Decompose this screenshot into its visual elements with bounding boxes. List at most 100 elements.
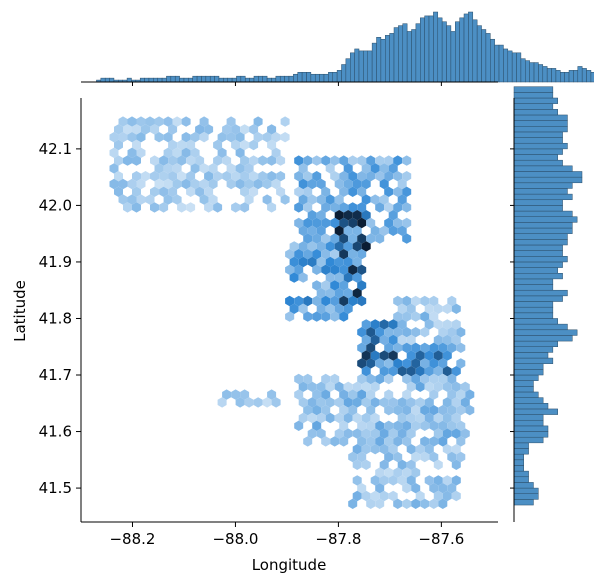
hexbin-cell [402,295,412,307]
hexbin-cell [438,483,448,494]
hexbin-cell [168,139,178,151]
x-marginal-bar [441,21,447,83]
hexbin-cell [384,405,394,416]
hexbin-cell [321,233,331,244]
hexbin-cell [334,256,344,268]
y-marginal-bar [513,86,554,93]
hexbin-cell [294,217,304,229]
x-marginal-bar [516,52,522,83]
hexbin-cell [267,389,277,400]
hexbin-cell [348,233,358,244]
hexbin-cell [123,155,132,166]
hexbin-cell [393,420,403,431]
hexbin-cell [132,186,141,197]
hexbin-cell [442,350,452,361]
x-marginal-bar [170,75,176,83]
hexbin-cell [456,436,466,447]
x-marginal-bar [109,77,115,83]
hexbin-cell [330,217,340,229]
y-marginal-bar [513,380,534,387]
hexbin-cell [384,451,394,463]
hexbin-cell [456,342,466,353]
x-marginal-bar [389,33,395,83]
hexbin-cell [411,295,421,307]
hexbin-cell [330,155,340,166]
hexbin-cell [370,490,380,502]
y-marginal-bar [513,97,558,104]
hexbin-cell [357,436,367,447]
hexbin-cell [325,397,335,408]
hexbin-cell [366,436,376,447]
hexbin-cell [343,210,353,221]
hexbin-cell [285,311,295,322]
hexbin-cell [451,490,461,502]
hexbin-cell [442,428,452,439]
hexbin-cell [348,389,358,400]
hexbin-cell [150,202,160,213]
hexbin-cell [366,373,376,385]
x-marginal-bar [393,27,399,83]
hexbin-cell [294,155,304,166]
x-marginal-bar [446,25,452,83]
hexbin-cell [388,319,398,330]
x-marginal-bar [271,77,277,83]
hexbin-cell [226,163,236,174]
hexbin-cell [240,186,250,197]
hexbin-cell [330,249,340,260]
hexbin-cell [442,303,452,314]
hexbin-cell [267,139,277,151]
x-marginal-bar [345,58,351,83]
hexbin-cell [339,420,349,431]
hexbin-cell [339,155,349,166]
hexbin-cell [294,171,304,182]
hexbin-cell [424,444,434,455]
x-marginal-bar [157,77,163,83]
hexbin-cell [127,132,137,143]
x-marginal-bar [503,48,509,83]
x-marginal-bar [560,72,565,83]
hexbin-cell [447,327,457,338]
hexbin-cell [393,498,403,509]
hexbin-cell [253,397,263,408]
hexbin-cell [420,405,430,416]
hexbin-cell [357,155,367,166]
hexbin-cell [276,171,286,182]
hexbin-cell [163,147,173,158]
hexbin-cell [280,132,290,143]
hexbin-cell [235,178,245,190]
y-marginal-histogram [510,86,583,522]
hexbin-cell [127,194,137,205]
hexbin-cell [249,171,259,182]
hexbin-cell [226,132,236,143]
hexbin-cell [375,202,385,213]
hexbin-cell [249,186,259,197]
hexbin-cell [339,249,349,260]
hexbin-cell [163,163,173,174]
hexbin-cell [384,420,394,431]
y-marginal-bar [513,284,554,291]
hexbin-cell [384,217,394,229]
hexbin-cell [388,350,398,361]
hexbin-cell [231,389,241,400]
hexbin-cell [334,428,344,439]
x-marginal-bar [511,52,517,83]
hexbin-cell [307,428,317,439]
hexbin-cell [429,483,439,494]
x-marginal-bar [459,17,465,83]
y-marginal-bar [513,205,563,212]
hexbin-cell [186,186,196,197]
x-marginal-bar [406,31,412,83]
hexbin-cell [244,178,254,190]
hexbin-cell [334,210,344,221]
x-marginal-bar [402,23,408,83]
y-marginal-bar [513,216,578,223]
hexbin-cell [429,389,439,400]
hexbin-cell [208,163,218,174]
x-marginal-bar [468,11,474,83]
hexbin-cell [352,241,362,252]
y-marginal-bar [513,306,554,314]
hexbin-cell [420,451,430,463]
x-marginal-bar [577,66,583,83]
hexbin-cell [402,342,412,353]
